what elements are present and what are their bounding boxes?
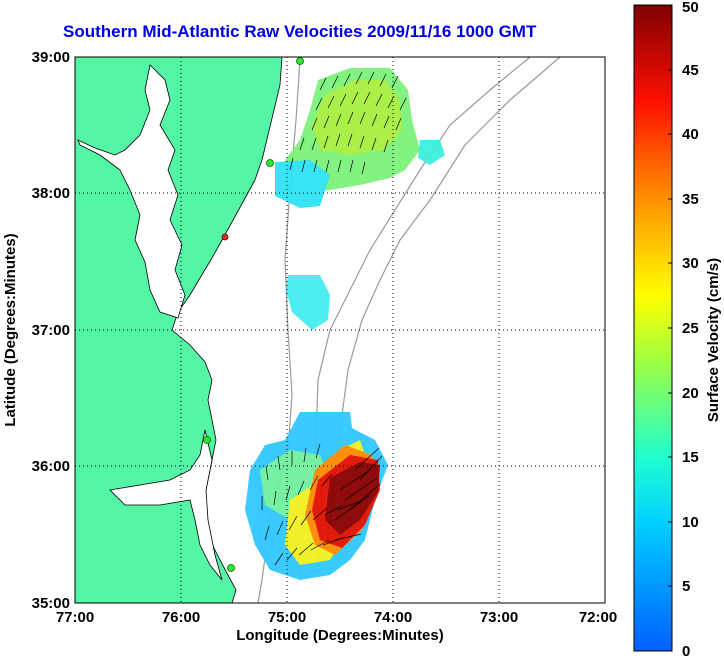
- radar-site-marker: [266, 159, 274, 167]
- radar-site-marker: [221, 233, 229, 241]
- north-patch-cyan: [275, 160, 330, 208]
- colorbar-tick-label: 10: [682, 514, 699, 531]
- colorbar-tick-label: 45: [682, 62, 699, 79]
- x-tick-label: 75:00: [268, 609, 306, 626]
- colorbar-label: Surface Velocity (cm/s): [705, 258, 722, 422]
- colorbar-tick-label: 30: [682, 255, 699, 272]
- x-tick-label: 72:00: [579, 609, 617, 626]
- y-tick-label: 36:00: [32, 458, 70, 475]
- x-tick-label: 76:00: [162, 609, 200, 626]
- radar-site-marker: [296, 57, 304, 65]
- colorbar-tick-label: 25: [682, 320, 699, 337]
- y-tick-label: 38:00: [32, 185, 70, 202]
- colorbar-tick-label: 35: [682, 191, 699, 208]
- grid-lines: [75, 57, 605, 603]
- colorbar-tick-label: 5: [682, 578, 690, 595]
- map-title: Southern Mid-Atlantic Raw Velocities 200…: [63, 22, 537, 41]
- colorbar: [633, 4, 673, 652]
- radar-site-marker: [227, 564, 235, 572]
- north-patch-cyan-east: [418, 140, 445, 165]
- radar-site-marker: [203, 436, 211, 444]
- y-tick-label: 39:00: [32, 49, 70, 66]
- bay-water: [77, 64, 186, 319]
- x-tick-label: 73:00: [480, 609, 518, 626]
- y-tick-label: 35:00: [32, 595, 70, 612]
- south-patch-darkred: [325, 462, 380, 535]
- y-axis-label: Latitude (Degrees:Minutes): [2, 233, 19, 426]
- land-mass: [75, 57, 283, 603]
- colorbar-ticks: [668, 69, 672, 652]
- sound-water: [109, 429, 223, 581]
- colorbar-tick-label: 20: [682, 385, 699, 402]
- y-tick-label: 37:00: [32, 322, 70, 339]
- middle-velocity-patch: [286, 275, 330, 330]
- colorbar-tick-label: 40: [682, 126, 699, 143]
- colorbar-tick-label: 50: [682, 0, 699, 16]
- velocity-arrows: [261, 71, 407, 566]
- x-tick-label: 74:00: [374, 609, 412, 626]
- x-axis-label: Longitude (Degrees:Minutes): [236, 627, 444, 644]
- colorbar-tick-label: 15: [682, 449, 699, 466]
- colorbar-tick-label: 0: [682, 643, 690, 659]
- x-tick-label: 77:00: [56, 609, 94, 626]
- velocity-field: [245, 68, 445, 580]
